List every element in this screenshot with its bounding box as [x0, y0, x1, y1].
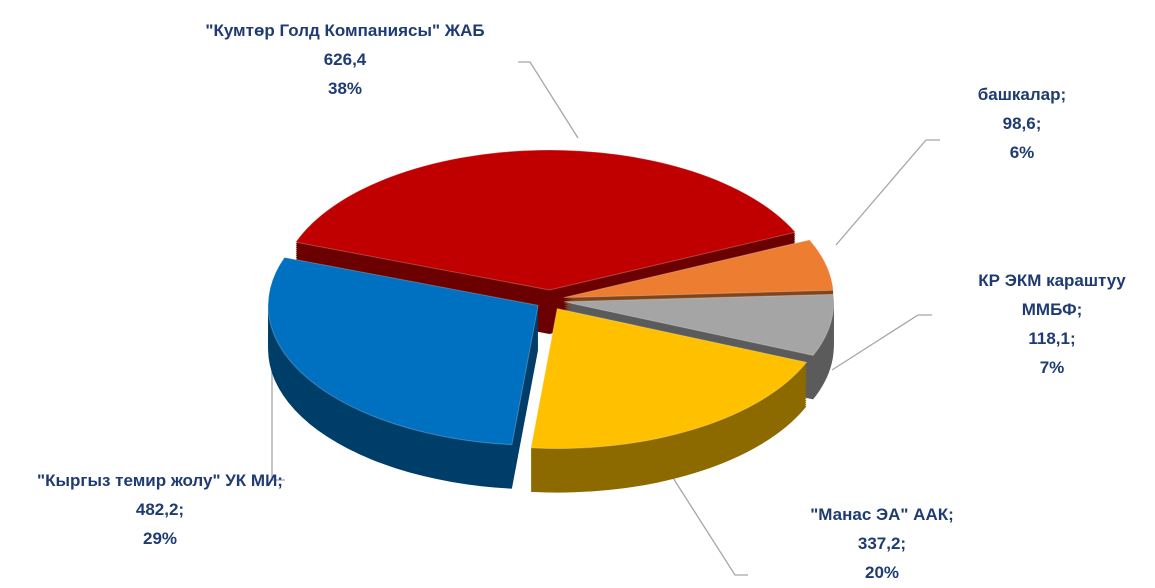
- label-value: 626,4: [323, 50, 367, 69]
- data-label: "Кыргыз темир жолу" УК МИ; 482,2; 29%: [10, 466, 310, 553]
- leader-line: [831, 314, 932, 371]
- data-label: КР ЭКМ караштуу ММБФ; 118,1; 7%: [957, 266, 1147, 382]
- data-label: "Манас ЭА" ААК; 337,2; 20%: [762, 500, 1002, 587]
- leader-lines: [271, 61, 940, 576]
- data-label: башкалар; 98,6; 6%: [922, 80, 1122, 167]
- leader-line: [271, 365, 285, 481]
- label-value: 482,2;: [135, 500, 185, 519]
- label-percent: 6%: [1009, 143, 1035, 162]
- label-value: 337,2;: [857, 534, 907, 553]
- label-percent: 7%: [1039, 358, 1065, 377]
- leader-line: [667, 469, 748, 576]
- label-percent: 38%: [327, 79, 363, 98]
- data-label: "Кумтөр Голд Компаниясы" ЖАБ 626,4 38%: [125, 16, 565, 103]
- leader-line: [835, 139, 940, 246]
- label-value: 118,1;: [1028, 329, 1076, 348]
- label-value: 98,6;: [1002, 114, 1042, 133]
- label-name: "Кыргыз темир жолу" УК МИ;: [37, 471, 283, 490]
- slice: [563, 293, 835, 356]
- slice: [563, 239, 834, 299]
- label-name: КР ЭКМ караштуу ММБФ;: [978, 271, 1126, 319]
- leader-line: [518, 61, 579, 139]
- slice: [530, 307, 808, 450]
- label-name: "Кумтөр Голд Компаниясы" ЖАБ: [205, 21, 485, 40]
- slice: [267, 256, 539, 446]
- label-name: башкалар;: [977, 85, 1067, 104]
- label-percent: 20%: [864, 563, 900, 582]
- label-percent: 29%: [142, 529, 178, 548]
- label-name: "Манас ЭА" ААК;: [810, 505, 954, 524]
- slice: [294, 149, 797, 291]
